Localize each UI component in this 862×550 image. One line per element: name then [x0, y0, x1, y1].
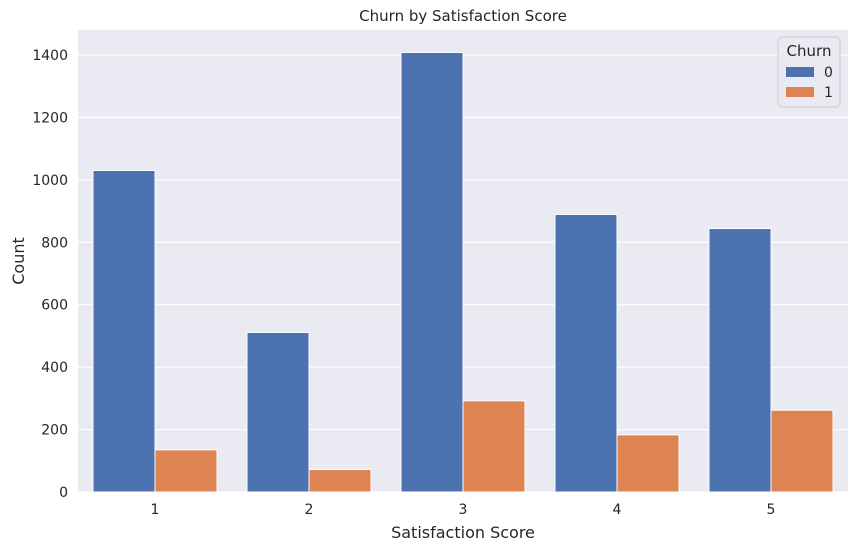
y-tick-label: 1000: [32, 173, 68, 189]
legend: Churn 01: [777, 36, 841, 108]
chart-title: Churn by Satisfaction Score: [359, 7, 567, 25]
legend-label: 1: [824, 85, 833, 101]
bar-score-3-churn-1: [462, 400, 526, 493]
x-axis-label: Satisfaction Score: [391, 523, 535, 542]
bar-score-1-churn-0: [92, 169, 156, 493]
bar-score-3-churn-0: [400, 51, 464, 493]
y-tick-label: 0: [59, 485, 68, 501]
legend-swatch: [786, 67, 814, 77]
x-tick-label: 4: [613, 502, 622, 518]
legend-title: Churn: [787, 42, 832, 60]
y-tick-label: 400: [41, 360, 68, 376]
x-tick-label: 3: [459, 502, 468, 518]
bar-score-5-churn-0: [708, 228, 772, 493]
legend-items: 01: [786, 65, 833, 101]
legend-swatch: [786, 87, 814, 97]
legend-label: 0: [824, 65, 833, 81]
y-tick-label: 1400: [32, 48, 68, 64]
y-axis-ticks: 0 200 400 600 800 1000 1200 1400: [32, 48, 68, 501]
y-tick-label: 800: [41, 235, 68, 251]
bar-score-1-churn-1: [154, 449, 218, 493]
bar-score-4-churn-1: [616, 434, 680, 493]
y-axis-label: Count: [9, 237, 28, 285]
x-tick-label: 5: [767, 502, 776, 518]
x-tick-label: 2: [305, 502, 314, 518]
y-tick-label: 200: [41, 423, 68, 439]
x-tick-label: 1: [151, 502, 160, 518]
x-axis-ticks: 1 2 3 4 5: [151, 502, 776, 518]
bar-score-4-churn-0: [554, 213, 618, 493]
y-tick-label: 600: [41, 298, 68, 314]
bars: [92, 51, 834, 493]
y-tick-label: 1200: [32, 110, 68, 126]
bar-score-2-churn-0: [246, 331, 310, 493]
bar-score-5-churn-1: [770, 409, 834, 493]
bar-score-2-churn-1: [308, 469, 372, 493]
